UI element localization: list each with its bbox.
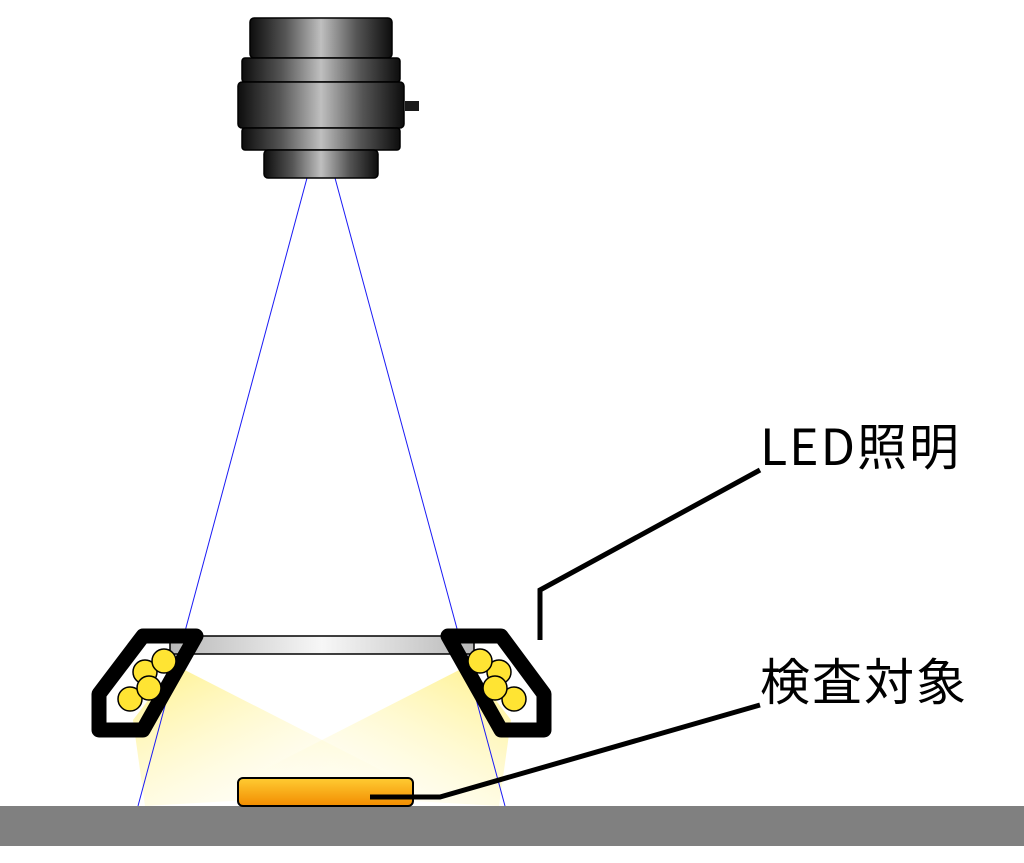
callout-led [540, 470, 760, 640]
led-ring-window [170, 636, 474, 654]
inspection-target [238, 778, 413, 806]
label-target: 検査対象 [760, 643, 968, 715]
led-chip-right-3 [483, 676, 507, 700]
led-chip-right-1 [468, 649, 492, 673]
surface [0, 806, 1024, 846]
led-chip-left-1 [152, 649, 176, 673]
led-chip-left-3 [137, 676, 161, 700]
camera-icon [238, 18, 419, 178]
label-led: LED照明 [760, 408, 961, 480]
